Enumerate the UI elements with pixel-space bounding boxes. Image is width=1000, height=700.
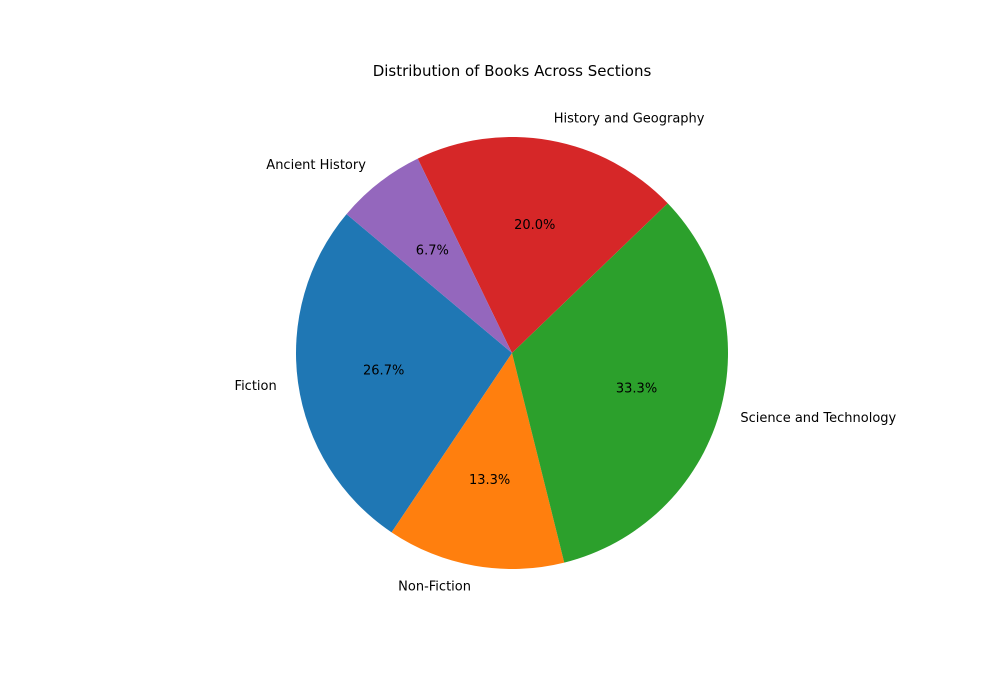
slice-percent-science-and-technology: 33.3% [616,381,657,396]
pie-slice-science-and-technology [512,203,728,563]
slice-percent-non-fiction: 13.3% [469,473,510,488]
pie-slices [296,137,728,569]
slice-percent-ancient-history: 6.7% [416,243,449,258]
chart-title: Distribution of Books Across Sections [373,62,652,80]
slice-label-non-fiction: Non-Fiction [398,580,471,595]
slice-label-ancient-history: Ancient History [266,158,366,173]
pie-slice-history-and-geography [417,137,668,353]
pie-slice-ancient-history [346,158,512,353]
slice-label-fiction: Fiction [235,379,277,394]
pie-slice-non-fiction [391,353,565,569]
slice-percent-fiction: 26.7% [363,364,404,379]
pie-labels: Fiction 26.7% Non-Fiction 13.3% Science and … [235,112,897,595]
pie-slice-fiction [296,214,512,533]
slice-percent-history-and-geography: 20.0% [514,218,555,233]
slice-label-history-and-geography: History and Geography [554,112,705,127]
slice-label-science-and-technology: Science and Technology [740,411,896,426]
